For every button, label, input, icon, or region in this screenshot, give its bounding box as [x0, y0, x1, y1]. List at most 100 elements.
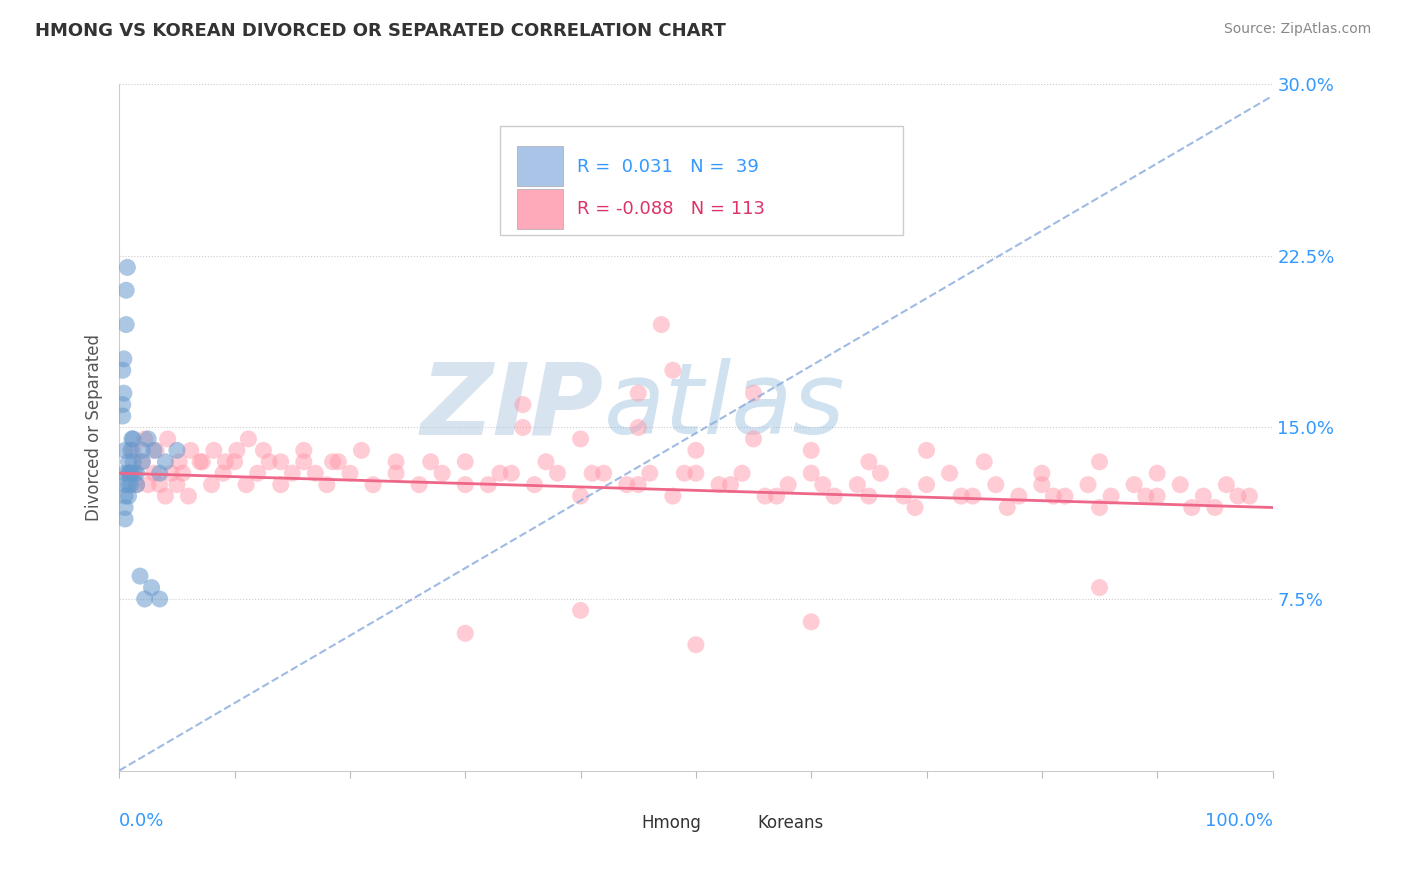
Point: [114, 477, 136, 491]
Point: [800, 443, 823, 458]
Text: ZIP: ZIP: [420, 359, 603, 456]
FancyBboxPatch shape: [603, 813, 633, 834]
Point: [361, 477, 384, 491]
Point: [142, 467, 165, 481]
Point: [322, 455, 344, 469]
Point: [166, 477, 188, 491]
Point: [114, 500, 136, 515]
Point: [731, 467, 754, 481]
Point: [136, 432, 159, 446]
Point: [131, 455, 153, 469]
Point: [252, 443, 274, 458]
Point: [304, 467, 326, 481]
Point: [846, 477, 869, 491]
Point: [904, 500, 927, 515]
Point: [430, 467, 453, 481]
Point: [270, 455, 292, 469]
FancyBboxPatch shape: [517, 189, 564, 228]
Point: [1168, 477, 1191, 491]
Point: [191, 455, 214, 469]
Point: [339, 467, 361, 481]
Point: [149, 477, 172, 491]
Point: [754, 489, 776, 503]
Point: [662, 363, 685, 377]
Point: [122, 432, 145, 446]
Point: [120, 467, 142, 481]
Point: [202, 443, 225, 458]
FancyBboxPatch shape: [517, 146, 564, 186]
Point: [581, 467, 603, 481]
Point: [1077, 477, 1099, 491]
Point: [129, 569, 152, 583]
Point: [121, 432, 143, 446]
Point: [281, 467, 304, 481]
Point: [592, 467, 614, 481]
Point: [627, 477, 650, 491]
Point: [120, 467, 142, 481]
Point: [765, 489, 787, 503]
Text: R = -0.088   N = 113: R = -0.088 N = 113: [576, 201, 765, 219]
Point: [160, 467, 183, 481]
Point: [742, 386, 765, 401]
Point: [177, 489, 200, 503]
Point: [1192, 489, 1215, 503]
Text: Koreans: Koreans: [756, 814, 824, 832]
Point: [117, 260, 139, 275]
Point: [477, 477, 499, 491]
Point: [662, 489, 685, 503]
Point: [858, 489, 880, 503]
Point: [569, 432, 592, 446]
Point: [1123, 477, 1146, 491]
Point: [569, 489, 592, 503]
Text: 100.0%: 100.0%: [1205, 812, 1272, 830]
Text: HMONG VS KOREAN DIVORCED OR SEPARATED CORRELATION CHART: HMONG VS KOREAN DIVORCED OR SEPARATED CO…: [35, 22, 725, 40]
Point: [973, 455, 995, 469]
Point: [1088, 500, 1111, 515]
Point: [823, 489, 845, 503]
Point: [962, 489, 984, 503]
Point: [224, 455, 246, 469]
Point: [136, 477, 159, 491]
Point: [1008, 489, 1031, 503]
Point: [180, 443, 202, 458]
Point: [120, 443, 142, 458]
Point: [616, 477, 638, 491]
Point: [627, 420, 650, 434]
Point: [1181, 500, 1204, 515]
Point: [200, 477, 222, 491]
Point: [246, 467, 269, 481]
Point: [534, 455, 557, 469]
Point: [869, 467, 891, 481]
Point: [166, 443, 188, 458]
Point: [454, 455, 477, 469]
Point: [114, 443, 136, 458]
Point: [111, 363, 134, 377]
Point: [454, 626, 477, 640]
Point: [155, 455, 177, 469]
Point: [149, 592, 172, 607]
Point: [1226, 489, 1249, 503]
Point: [225, 443, 247, 458]
Point: [112, 386, 135, 401]
Point: [125, 477, 148, 491]
Point: [156, 432, 179, 446]
Text: 0.0%: 0.0%: [120, 812, 165, 830]
Point: [120, 477, 142, 491]
Point: [111, 398, 134, 412]
Point: [489, 467, 512, 481]
Point: [915, 477, 938, 491]
Point: [149, 467, 172, 481]
Text: Source: ZipAtlas.com: Source: ZipAtlas.com: [1223, 22, 1371, 37]
Point: [114, 467, 136, 481]
Point: [115, 283, 138, 297]
Point: [1031, 477, 1053, 491]
Point: [328, 455, 350, 469]
Point: [257, 455, 280, 469]
Point: [800, 615, 823, 629]
Point: [419, 455, 441, 469]
Point: [858, 455, 880, 469]
Point: [454, 477, 477, 491]
Point: [685, 467, 707, 481]
Point: [292, 455, 315, 469]
Point: [134, 592, 156, 607]
